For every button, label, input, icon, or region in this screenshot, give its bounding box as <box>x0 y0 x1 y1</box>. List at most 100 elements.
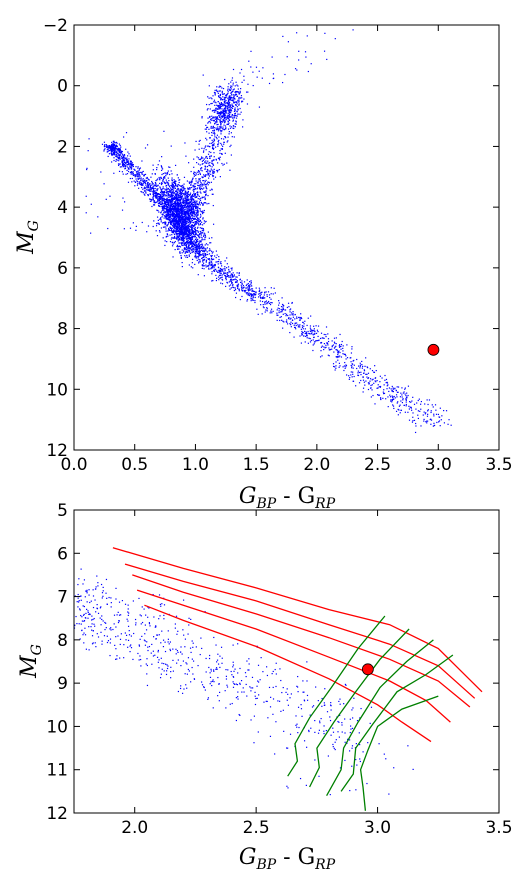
data-point <box>229 89 232 92</box>
data-point <box>127 151 129 153</box>
data-point <box>212 116 215 118</box>
data-point <box>156 166 158 169</box>
data-point <box>152 199 154 201</box>
data-point <box>346 357 349 359</box>
y-tick-label: −2 <box>43 16 68 36</box>
data-point <box>110 151 113 153</box>
data-point <box>134 169 136 171</box>
data-point <box>189 218 191 220</box>
data-point <box>404 387 406 389</box>
data-point <box>212 223 215 225</box>
data-point <box>288 306 290 308</box>
data-point <box>169 217 171 219</box>
data-point <box>237 286 239 288</box>
data-point <box>199 185 201 187</box>
data-point <box>114 149 116 152</box>
data-point <box>217 162 219 164</box>
data-point <box>202 157 204 159</box>
data-point <box>313 325 315 327</box>
data-point <box>215 261 217 263</box>
data-point <box>208 174 210 176</box>
data-point <box>193 231 195 233</box>
data-point <box>182 208 184 210</box>
data-point <box>241 101 243 103</box>
data-point <box>165 205 167 207</box>
data-point <box>138 181 140 183</box>
data-point <box>376 379 378 382</box>
data-point <box>109 149 111 151</box>
data-point <box>149 198 152 200</box>
data-point <box>231 269 233 271</box>
data-point <box>227 91 229 93</box>
data-point <box>218 157 220 159</box>
data-point <box>108 149 110 152</box>
data-point <box>110 148 112 150</box>
data-point <box>185 212 187 214</box>
data-point <box>200 167 203 169</box>
data-point <box>250 300 252 302</box>
data-point <box>210 264 212 266</box>
data-point <box>157 209 159 212</box>
data-point <box>241 282 243 284</box>
data-point <box>228 281 230 283</box>
data-point <box>415 422 417 425</box>
data-point <box>190 248 192 250</box>
data-point <box>185 238 187 240</box>
data-point <box>246 103 249 105</box>
data-point <box>173 180 176 183</box>
data-point <box>161 213 163 215</box>
data-point <box>210 103 212 105</box>
data-point <box>134 176 136 178</box>
data-point <box>252 297 254 299</box>
data-point <box>220 123 222 125</box>
data-point <box>197 226 199 228</box>
data-point <box>206 253 209 256</box>
data-point <box>191 211 193 213</box>
data-point <box>301 317 303 320</box>
data-point <box>113 157 115 159</box>
data-point <box>205 145 207 147</box>
data-point <box>247 286 249 288</box>
data-point <box>200 241 202 243</box>
data-point <box>186 226 188 228</box>
data-point <box>182 204 185 207</box>
data-point <box>182 228 184 230</box>
data-point <box>205 179 207 181</box>
data-point <box>158 176 160 179</box>
data-point <box>116 155 118 157</box>
data-point <box>241 295 243 298</box>
data-point <box>164 208 166 210</box>
data-point <box>195 232 197 235</box>
data-point <box>181 229 183 231</box>
data-point <box>430 411 432 414</box>
data-point <box>176 234 178 236</box>
data-point <box>187 205 189 207</box>
data-point <box>215 127 217 129</box>
data-point <box>229 88 231 90</box>
data-point <box>282 313 284 315</box>
data-point <box>195 212 197 214</box>
data-point <box>214 93 216 95</box>
data-point <box>320 341 323 344</box>
data-point <box>192 172 195 175</box>
data-point <box>195 257 197 259</box>
data-point <box>124 164 126 166</box>
data-point <box>110 148 112 151</box>
data-point <box>209 249 211 251</box>
data-point <box>185 198 187 201</box>
data-point <box>107 155 109 158</box>
data-point <box>175 208 177 210</box>
data-point <box>228 268 230 271</box>
data-point <box>242 126 244 128</box>
data-point <box>195 256 197 258</box>
data-point <box>310 333 312 335</box>
data-point <box>230 99 232 101</box>
data-point <box>178 191 180 193</box>
data-point <box>211 237 213 239</box>
data-point <box>335 345 337 347</box>
data-point <box>202 228 204 230</box>
data-point <box>115 155 117 158</box>
data-point <box>245 292 247 294</box>
data-point <box>298 316 300 319</box>
data-point <box>177 198 179 200</box>
